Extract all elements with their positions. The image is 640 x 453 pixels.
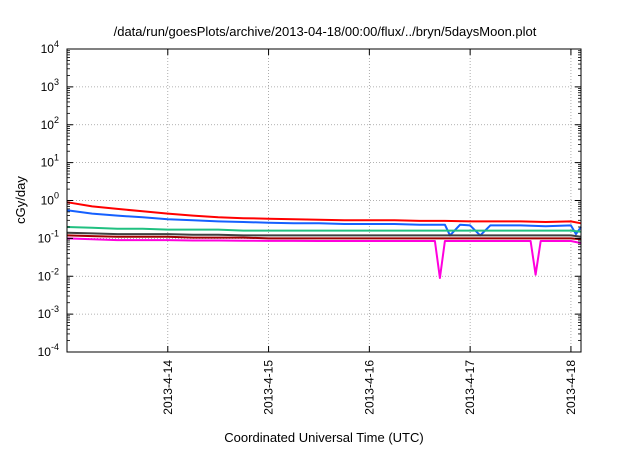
series-line-3	[67, 227, 581, 232]
y-tick-label: 10-2	[38, 266, 59, 283]
y-axis-label: cGy/day	[13, 176, 28, 224]
chart-title: /data/run/goesPlots/archive/2013-04-18/0…	[114, 24, 537, 39]
series-line-2	[67, 210, 581, 235]
grid-lines	[67, 49, 581, 352]
x-tick-label: 2013-4-16	[362, 360, 376, 415]
y-axis-label-group: cGy/day	[13, 176, 28, 224]
axis-ticks: 10-4 10-3 10-2 10-1 100 101 102 103 104 2013-4-14…	[38, 39, 581, 415]
y-tick-label: 104	[41, 39, 59, 56]
y-tick-label: 10-1	[38, 228, 59, 245]
x-axis-label: Coordinated Universal Time (UTC)	[224, 430, 423, 445]
y-tick-label: 100	[41, 191, 59, 208]
x-tick-label: 2013-4-14	[161, 360, 175, 415]
y-tick-label: 101	[41, 153, 59, 170]
y-tick-label: 10-4	[38, 342, 59, 359]
data-series	[67, 202, 581, 278]
y-tick-label: 102	[41, 115, 59, 132]
x-tick-label: 2013-4-17	[463, 360, 477, 415]
y-tick-label: 10-3	[38, 304, 59, 321]
x-tick-label: 2013-4-18	[564, 360, 578, 415]
plot-frame	[67, 49, 581, 352]
x-tick-label: 2013-4-15	[262, 360, 276, 415]
y-tick-label: 103	[41, 77, 59, 94]
series-line-6	[67, 238, 581, 278]
series-line-1	[67, 202, 581, 223]
